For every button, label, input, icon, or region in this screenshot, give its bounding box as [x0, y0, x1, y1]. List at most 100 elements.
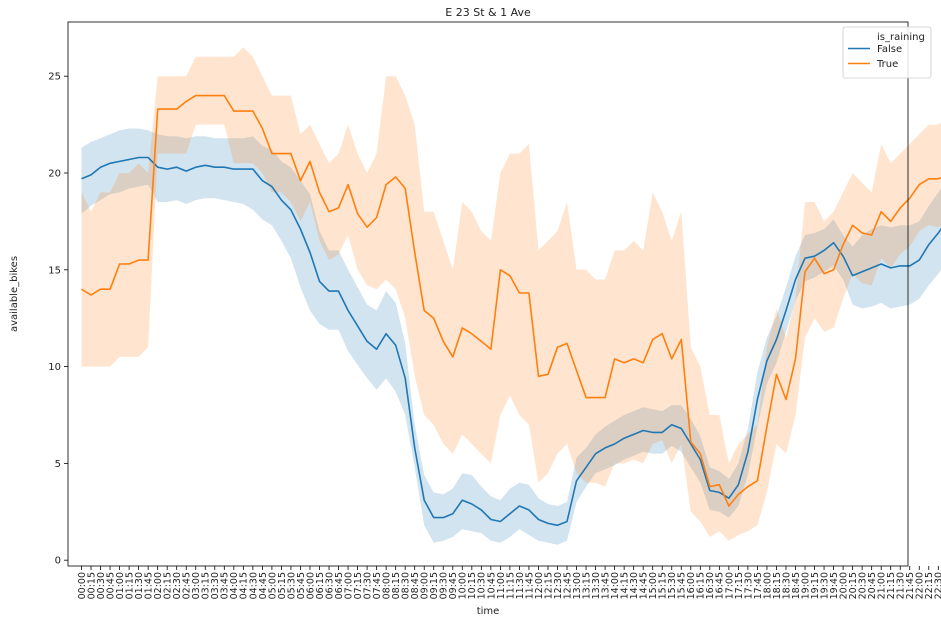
x-tick-label: 06:00 — [305, 572, 316, 599]
x-tick-label: 06:45 — [334, 572, 345, 599]
x-tick-label: 01:15 — [125, 572, 136, 599]
x-tick-label: 15:00 — [648, 572, 659, 599]
x-axis: 00:0000:1500:3000:4501:0001:1501:3001:45… — [77, 566, 941, 599]
plot-area-frame — [67, 21, 909, 567]
x-tick-label: 20:30 — [858, 572, 869, 599]
x-tick-label: 20:00 — [839, 572, 850, 599]
x-tick-label: 11:45 — [524, 572, 535, 599]
x-tick-label: 16:00 — [686, 572, 697, 599]
x-tick-label: 18:45 — [791, 572, 802, 599]
x-tick-label: 04:45 — [258, 572, 269, 599]
series-lines — [81, 94, 941, 527]
x-tick-label: 03:00 — [191, 572, 202, 599]
x-tick-label: 12:00 — [534, 572, 545, 599]
x-tick-label: 07:15 — [353, 572, 364, 599]
x-tick-label: 05:00 — [267, 572, 278, 599]
x-tick-label: 07:30 — [363, 572, 374, 599]
x-tick-label: 13:00 — [572, 572, 583, 599]
x-tick-label: 18:15 — [772, 572, 783, 599]
chart-title: E 23 St & 1 Ave — [445, 6, 531, 19]
legend-box — [842, 26, 932, 79]
x-tick-label: 13:15 — [582, 572, 593, 599]
legend-entries: False True — [848, 44, 902, 70]
x-tick-label: 01:00 — [115, 572, 126, 599]
x-tick-label: 04:15 — [239, 572, 250, 599]
x-tick-label: 01:30 — [134, 572, 145, 599]
x-tick-label: 03:30 — [210, 572, 221, 599]
series-line-true — [81, 94, 941, 507]
x-tick-label: 04:30 — [248, 572, 259, 599]
x-tick-label: 08:30 — [401, 572, 412, 599]
x-tick-label: 15:45 — [677, 572, 688, 599]
x-tick-label: 02:15 — [163, 572, 174, 599]
x-tick-label: 21:45 — [905, 572, 916, 599]
x-tick-label: 14:15 — [620, 572, 631, 599]
ci-band-false — [81, 128, 941, 545]
x-tick-label: 08:45 — [410, 572, 421, 599]
x-tick-label: 02:30 — [172, 572, 183, 599]
x-tick-label: 05:15 — [277, 572, 288, 599]
x-tick-label: 17:00 — [724, 572, 735, 599]
x-tick-label: 16:15 — [696, 572, 707, 599]
x-tick-label: 10:45 — [486, 572, 497, 599]
legend-label-true: True — [876, 59, 898, 70]
y-axis: 0 5 10 15 20 25 — [48, 72, 68, 567]
x-tick-label: 20:15 — [848, 572, 859, 599]
legend-title: is_raining — [877, 32, 925, 43]
x-tick-label: 08:15 — [391, 572, 402, 599]
x-tick-label: 00:15 — [86, 572, 97, 599]
x-tick-label: 16:45 — [715, 572, 726, 599]
x-tick-label: 02:00 — [153, 572, 164, 599]
x-tick-label: 13:45 — [601, 572, 612, 599]
x-tick-label: 13:30 — [591, 572, 602, 599]
x-tick-label: 04:00 — [229, 572, 240, 599]
x-tick-label: 09:45 — [448, 572, 459, 599]
x-tick-label: 17:15 — [734, 572, 745, 599]
x-tick-label: 09:15 — [429, 572, 440, 599]
x-tick-label: 11:00 — [496, 572, 507, 599]
x-tick-label: 11:30 — [515, 572, 526, 599]
x-tick-label: 18:00 — [762, 572, 773, 599]
x-tick-label: 19:00 — [800, 572, 811, 599]
y-tick-label: 25 — [48, 72, 61, 83]
x-tick-label: 00:00 — [77, 572, 88, 599]
x-tick-label: 15:15 — [658, 572, 669, 599]
x-axis-label: time — [477, 606, 500, 617]
y-tick-label: 5 — [55, 459, 61, 470]
x-tick-label: 21:00 — [877, 572, 888, 599]
x-tick-label: 17:30 — [743, 572, 754, 599]
series-line-false — [81, 156, 941, 527]
x-tick-label: 00:30 — [96, 572, 107, 599]
x-tick-label: 16:30 — [705, 572, 716, 599]
x-tick-label: 01:45 — [144, 572, 155, 599]
x-tick-label: 12:45 — [562, 572, 573, 599]
x-tick-label: 20:45 — [867, 572, 878, 599]
x-tick-label: 09:00 — [420, 572, 431, 599]
x-tick-label: 10:00 — [458, 572, 469, 599]
x-tick-label: 14:45 — [639, 572, 650, 599]
x-tick-label: 09:30 — [439, 572, 450, 599]
x-tick-label: 10:30 — [477, 572, 488, 599]
x-tick-label: 07:00 — [344, 572, 355, 599]
y-tick-label: 0 — [55, 556, 61, 567]
x-tick-label: 21:30 — [896, 572, 907, 599]
x-tick-label: 14:00 — [610, 572, 621, 599]
x-tick-label: 19:30 — [820, 572, 831, 599]
x-tick-label: 15:30 — [667, 572, 678, 599]
x-tick-label: 21:15 — [886, 572, 897, 599]
legend: is_raining False True — [842, 26, 932, 79]
x-tick-label: 07:45 — [372, 572, 383, 599]
x-tick-label: 03:15 — [201, 572, 212, 599]
y-tick-label: 10 — [48, 362, 61, 373]
y-axis-label: available_bikes — [9, 256, 20, 332]
y-tick-label: 15 — [48, 265, 61, 276]
x-tick-label: 00:45 — [106, 572, 117, 599]
x-tick-label: 22:15 — [924, 572, 935, 599]
x-tick-label: 22:30 — [934, 572, 941, 599]
x-tick-label: 14:30 — [629, 572, 640, 599]
x-tick-label: 03:45 — [220, 572, 231, 599]
x-tick-label: 06:30 — [324, 572, 335, 599]
y-tick-label: 20 — [48, 169, 61, 180]
